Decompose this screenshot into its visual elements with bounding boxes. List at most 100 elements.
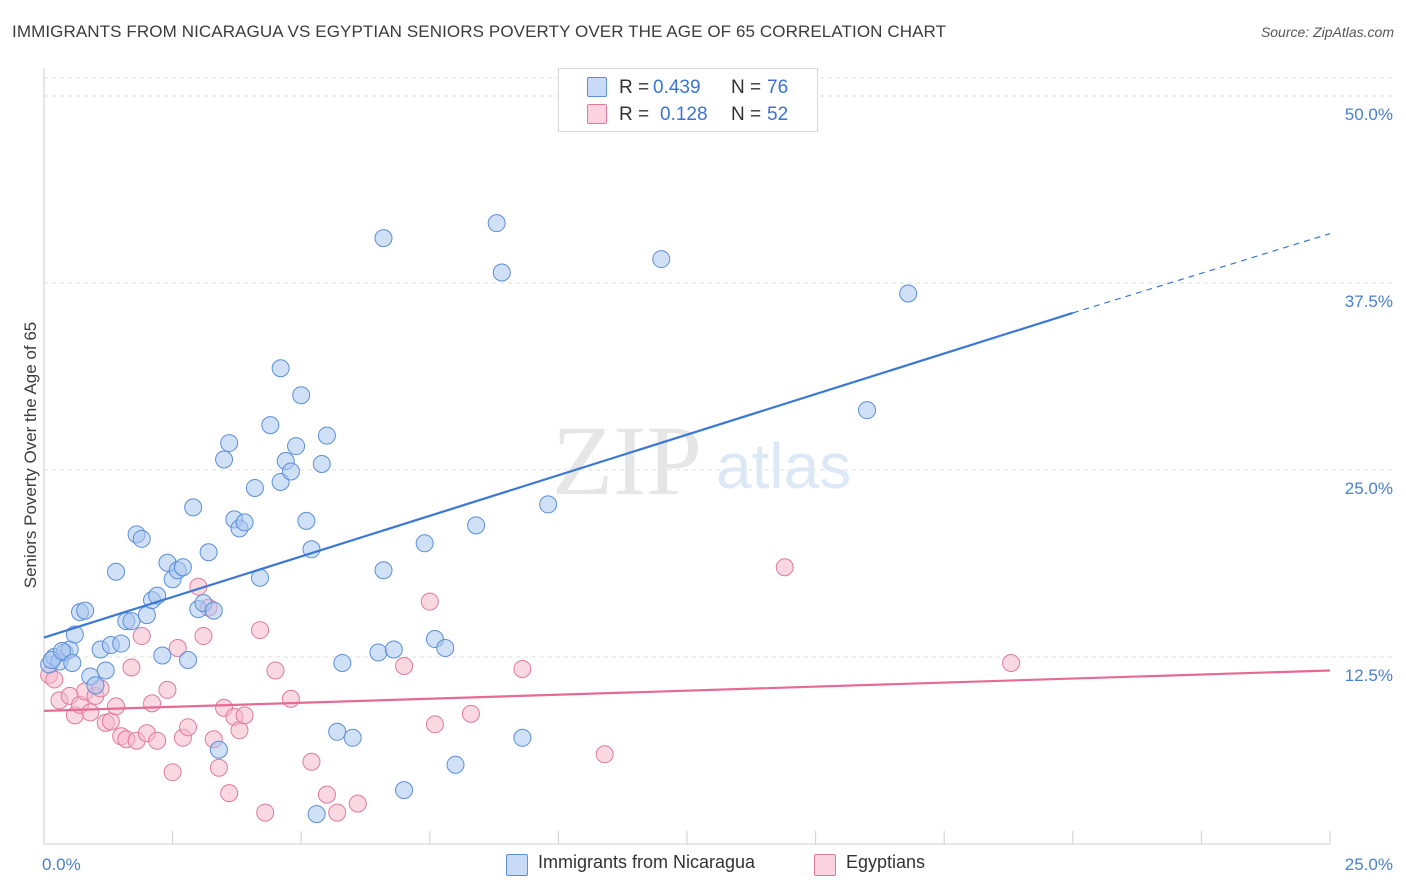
- point-egyptians: [143, 694, 162, 713]
- watermark-zip: ZIP: [552, 405, 702, 516]
- legend-r-value: 0.128: [660, 104, 708, 125]
- point-nicaragua: [65, 625, 84, 644]
- point-egyptians: [595, 745, 614, 764]
- point-nicaragua: [112, 634, 131, 653]
- watermark: ZIP atlas: [552, 405, 851, 516]
- point-nicaragua: [235, 513, 254, 532]
- point-nicaragua: [53, 642, 72, 661]
- axes: [43, 68, 1331, 845]
- y-tick-label: 50.0%: [1345, 105, 1393, 124]
- y-tick-label: 25.0%: [1345, 479, 1393, 498]
- legend-swatch-nicaragua: [587, 77, 607, 97]
- trend-line-nicaragua-extension: [1072, 233, 1331, 314]
- bottom-legend-label-egyptians: Egyptians: [846, 852, 926, 872]
- point-nicaragua: [652, 250, 671, 269]
- bottom-legend-swatch-nicaragua: [506, 854, 528, 876]
- point-egyptians: [256, 803, 275, 822]
- point-egyptians: [513, 659, 532, 678]
- y-tick-label: 12.5%: [1345, 666, 1393, 685]
- tick-labels: 12.5% 25.0% 37.5% 50.0% 0.0% 25.0%: [42, 105, 1393, 874]
- series-nicaragua: [40, 214, 918, 824]
- point-nicaragua: [209, 740, 228, 759]
- point-egyptians: [317, 785, 336, 804]
- legend-swatch-egyptians: [587, 104, 607, 124]
- point-nicaragua: [287, 437, 306, 456]
- point-nicaragua: [76, 601, 95, 620]
- point-nicaragua: [312, 455, 331, 474]
- point-egyptians: [775, 558, 794, 577]
- point-egyptians: [209, 758, 228, 777]
- point-egyptians: [420, 592, 439, 611]
- grid: [44, 77, 1395, 658]
- legend-n-label: N =: [731, 77, 762, 98]
- chart-title: IMMIGRANTS FROM NICARAGUA VS EGYPTIAN SE…: [12, 22, 947, 41]
- legend: R = 0.439 N = 76 R = 0.128 N = 52: [558, 68, 818, 132]
- point-egyptians: [148, 731, 167, 750]
- bottom-legend-swatch-egyptians: [814, 854, 836, 876]
- point-nicaragua: [395, 781, 414, 800]
- point-egyptians: [220, 784, 239, 803]
- legend-r-value: 0.439: [653, 77, 701, 98]
- trend-line-egyptians: [43, 669, 1331, 712]
- point-nicaragua: [446, 755, 465, 774]
- point-nicaragua: [261, 416, 280, 435]
- point-nicaragua: [107, 562, 126, 581]
- point-nicaragua: [220, 434, 239, 453]
- point-egyptians: [101, 712, 120, 731]
- legend-n-label: N =: [731, 104, 762, 125]
- point-egyptians: [461, 704, 480, 723]
- point-nicaragua: [492, 263, 511, 282]
- point-nicaragua: [899, 284, 918, 303]
- point-nicaragua: [317, 426, 336, 445]
- point-nicaragua: [539, 495, 558, 514]
- point-egyptians: [194, 627, 213, 646]
- point-egyptians: [251, 621, 270, 640]
- point-nicaragua: [245, 478, 264, 497]
- point-nicaragua: [281, 462, 300, 481]
- point-egyptians: [132, 627, 151, 646]
- point-egyptians: [179, 718, 198, 737]
- point-egyptians: [328, 803, 347, 822]
- point-nicaragua: [297, 511, 316, 530]
- point-nicaragua: [384, 640, 403, 659]
- point-nicaragua: [858, 401, 877, 420]
- point-nicaragua: [374, 561, 393, 580]
- point-nicaragua: [86, 676, 105, 695]
- point-egyptians: [81, 703, 100, 722]
- x-tick-label: 0.0%: [42, 855, 81, 874]
- point-egyptians: [158, 680, 177, 699]
- point-nicaragua: [173, 558, 192, 577]
- point-nicaragua: [328, 722, 347, 741]
- point-nicaragua: [307, 805, 326, 824]
- point-nicaragua: [436, 639, 455, 658]
- point-egyptians: [163, 763, 182, 782]
- x-tick-label: 25.0%: [1345, 855, 1393, 874]
- point-egyptians: [107, 697, 126, 716]
- series-egyptians: [40, 558, 1021, 822]
- point-nicaragua: [467, 516, 486, 535]
- point-nicaragua: [179, 650, 198, 669]
- point-nicaragua: [96, 661, 115, 680]
- point-nicaragua: [292, 386, 311, 405]
- legend-n-value: 76: [767, 77, 789, 98]
- bottom-legend-label-nicaragua: Immigrants from Nicaragua: [538, 852, 756, 872]
- point-nicaragua: [215, 450, 234, 469]
- legend-n-value: 52: [767, 104, 789, 125]
- point-nicaragua: [333, 653, 352, 672]
- legend-r-label: R =: [619, 77, 650, 98]
- point-nicaragua: [137, 606, 156, 625]
- watermark-atlas: atlas: [716, 430, 851, 502]
- y-tick-label: 37.5%: [1345, 292, 1393, 311]
- source-label: Source: ZipAtlas.com: [1260, 24, 1394, 40]
- point-egyptians: [281, 689, 300, 708]
- point-nicaragua: [343, 728, 362, 747]
- point-egyptians: [1002, 653, 1021, 672]
- point-nicaragua: [513, 728, 532, 747]
- point-egyptians: [266, 661, 285, 680]
- point-nicaragua: [369, 643, 388, 662]
- point-nicaragua: [132, 529, 151, 548]
- point-nicaragua: [271, 359, 290, 378]
- point-egyptians: [302, 752, 321, 771]
- point-nicaragua: [204, 601, 223, 620]
